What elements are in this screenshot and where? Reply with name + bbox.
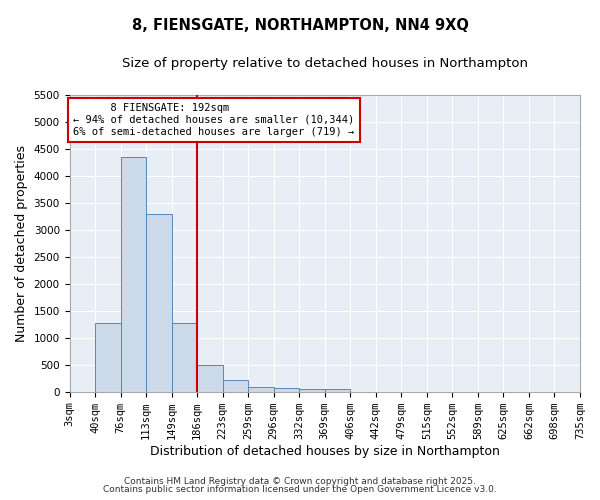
Text: Contains HM Land Registry data © Crown copyright and database right 2025.: Contains HM Land Registry data © Crown c… [124,477,476,486]
Title: Size of property relative to detached houses in Northampton: Size of property relative to detached ho… [122,58,528,70]
Y-axis label: Number of detached properties: Number of detached properties [15,145,28,342]
Bar [172,322,197,392]
Bar [197,365,223,392]
Bar [248,387,274,392]
Bar [274,388,299,392]
Text: 8, FIENSGATE, NORTHAMPTON, NN4 9XQ: 8, FIENSGATE, NORTHAMPTON, NN4 9XQ [131,18,469,32]
Bar [299,389,325,392]
Bar [325,389,350,392]
Bar [223,380,248,392]
Text: 8 FIENSGATE: 192sqm
← 94% of detached houses are smaller (10,344)
6% of semi-det: 8 FIENSGATE: 192sqm ← 94% of detached ho… [73,104,355,136]
Bar [146,214,172,392]
Bar [121,158,146,392]
X-axis label: Distribution of detached houses by size in Northampton: Distribution of detached houses by size … [150,444,500,458]
Text: Contains public sector information licensed under the Open Government Licence v3: Contains public sector information licen… [103,485,497,494]
Bar [95,324,121,392]
